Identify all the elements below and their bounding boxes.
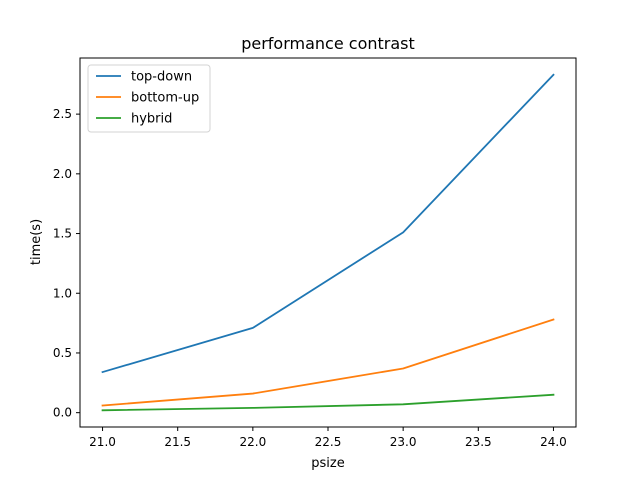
y-tick-label: 1.5 <box>53 227 72 241</box>
legend-box <box>87 64 211 133</box>
y-tick-label: 0.5 <box>53 346 72 360</box>
x-tick-label: 21.5 <box>164 435 191 449</box>
legend: top-down bottom-up hybrid <box>87 64 211 133</box>
legend-label: bottom-up <box>131 91 199 106</box>
chart-title: performance contrast <box>241 34 415 53</box>
series-line-top-down <box>101 73 555 374</box>
y-axis-label: time(s) <box>29 219 44 265</box>
x-tick-label: 23.0 <box>390 435 417 449</box>
x-tick-label: 21.0 <box>89 435 116 449</box>
x-tick-label: 24.0 <box>540 435 567 449</box>
x-tick-label: 22.0 <box>239 435 266 449</box>
series-line-bottom-up <box>101 318 555 407</box>
legend-label: top-down <box>131 70 192 85</box>
y-tick-label: 2.5 <box>53 107 72 121</box>
y-tick-label: 2.0 <box>53 167 72 181</box>
series-line-hybrid <box>101 393 555 412</box>
x-tick-label: 22.5 <box>315 435 342 449</box>
y-tick-label: 1.0 <box>53 286 72 300</box>
series-lines <box>101 73 555 412</box>
x-axis-ticks: 21.0 21.5 22.0 22.5 23.0 23.5 24.0 <box>89 427 567 449</box>
legend-label: hybrid <box>131 112 172 127</box>
y-axis-ticks: 0.0 0.5 1.0 1.5 2.0 2.5 <box>53 107 80 420</box>
x-axis-label: psize <box>311 456 344 471</box>
plot-frame <box>79 57 577 428</box>
y-tick-label: 0.0 <box>53 406 72 420</box>
x-tick-label: 23.5 <box>465 435 492 449</box>
